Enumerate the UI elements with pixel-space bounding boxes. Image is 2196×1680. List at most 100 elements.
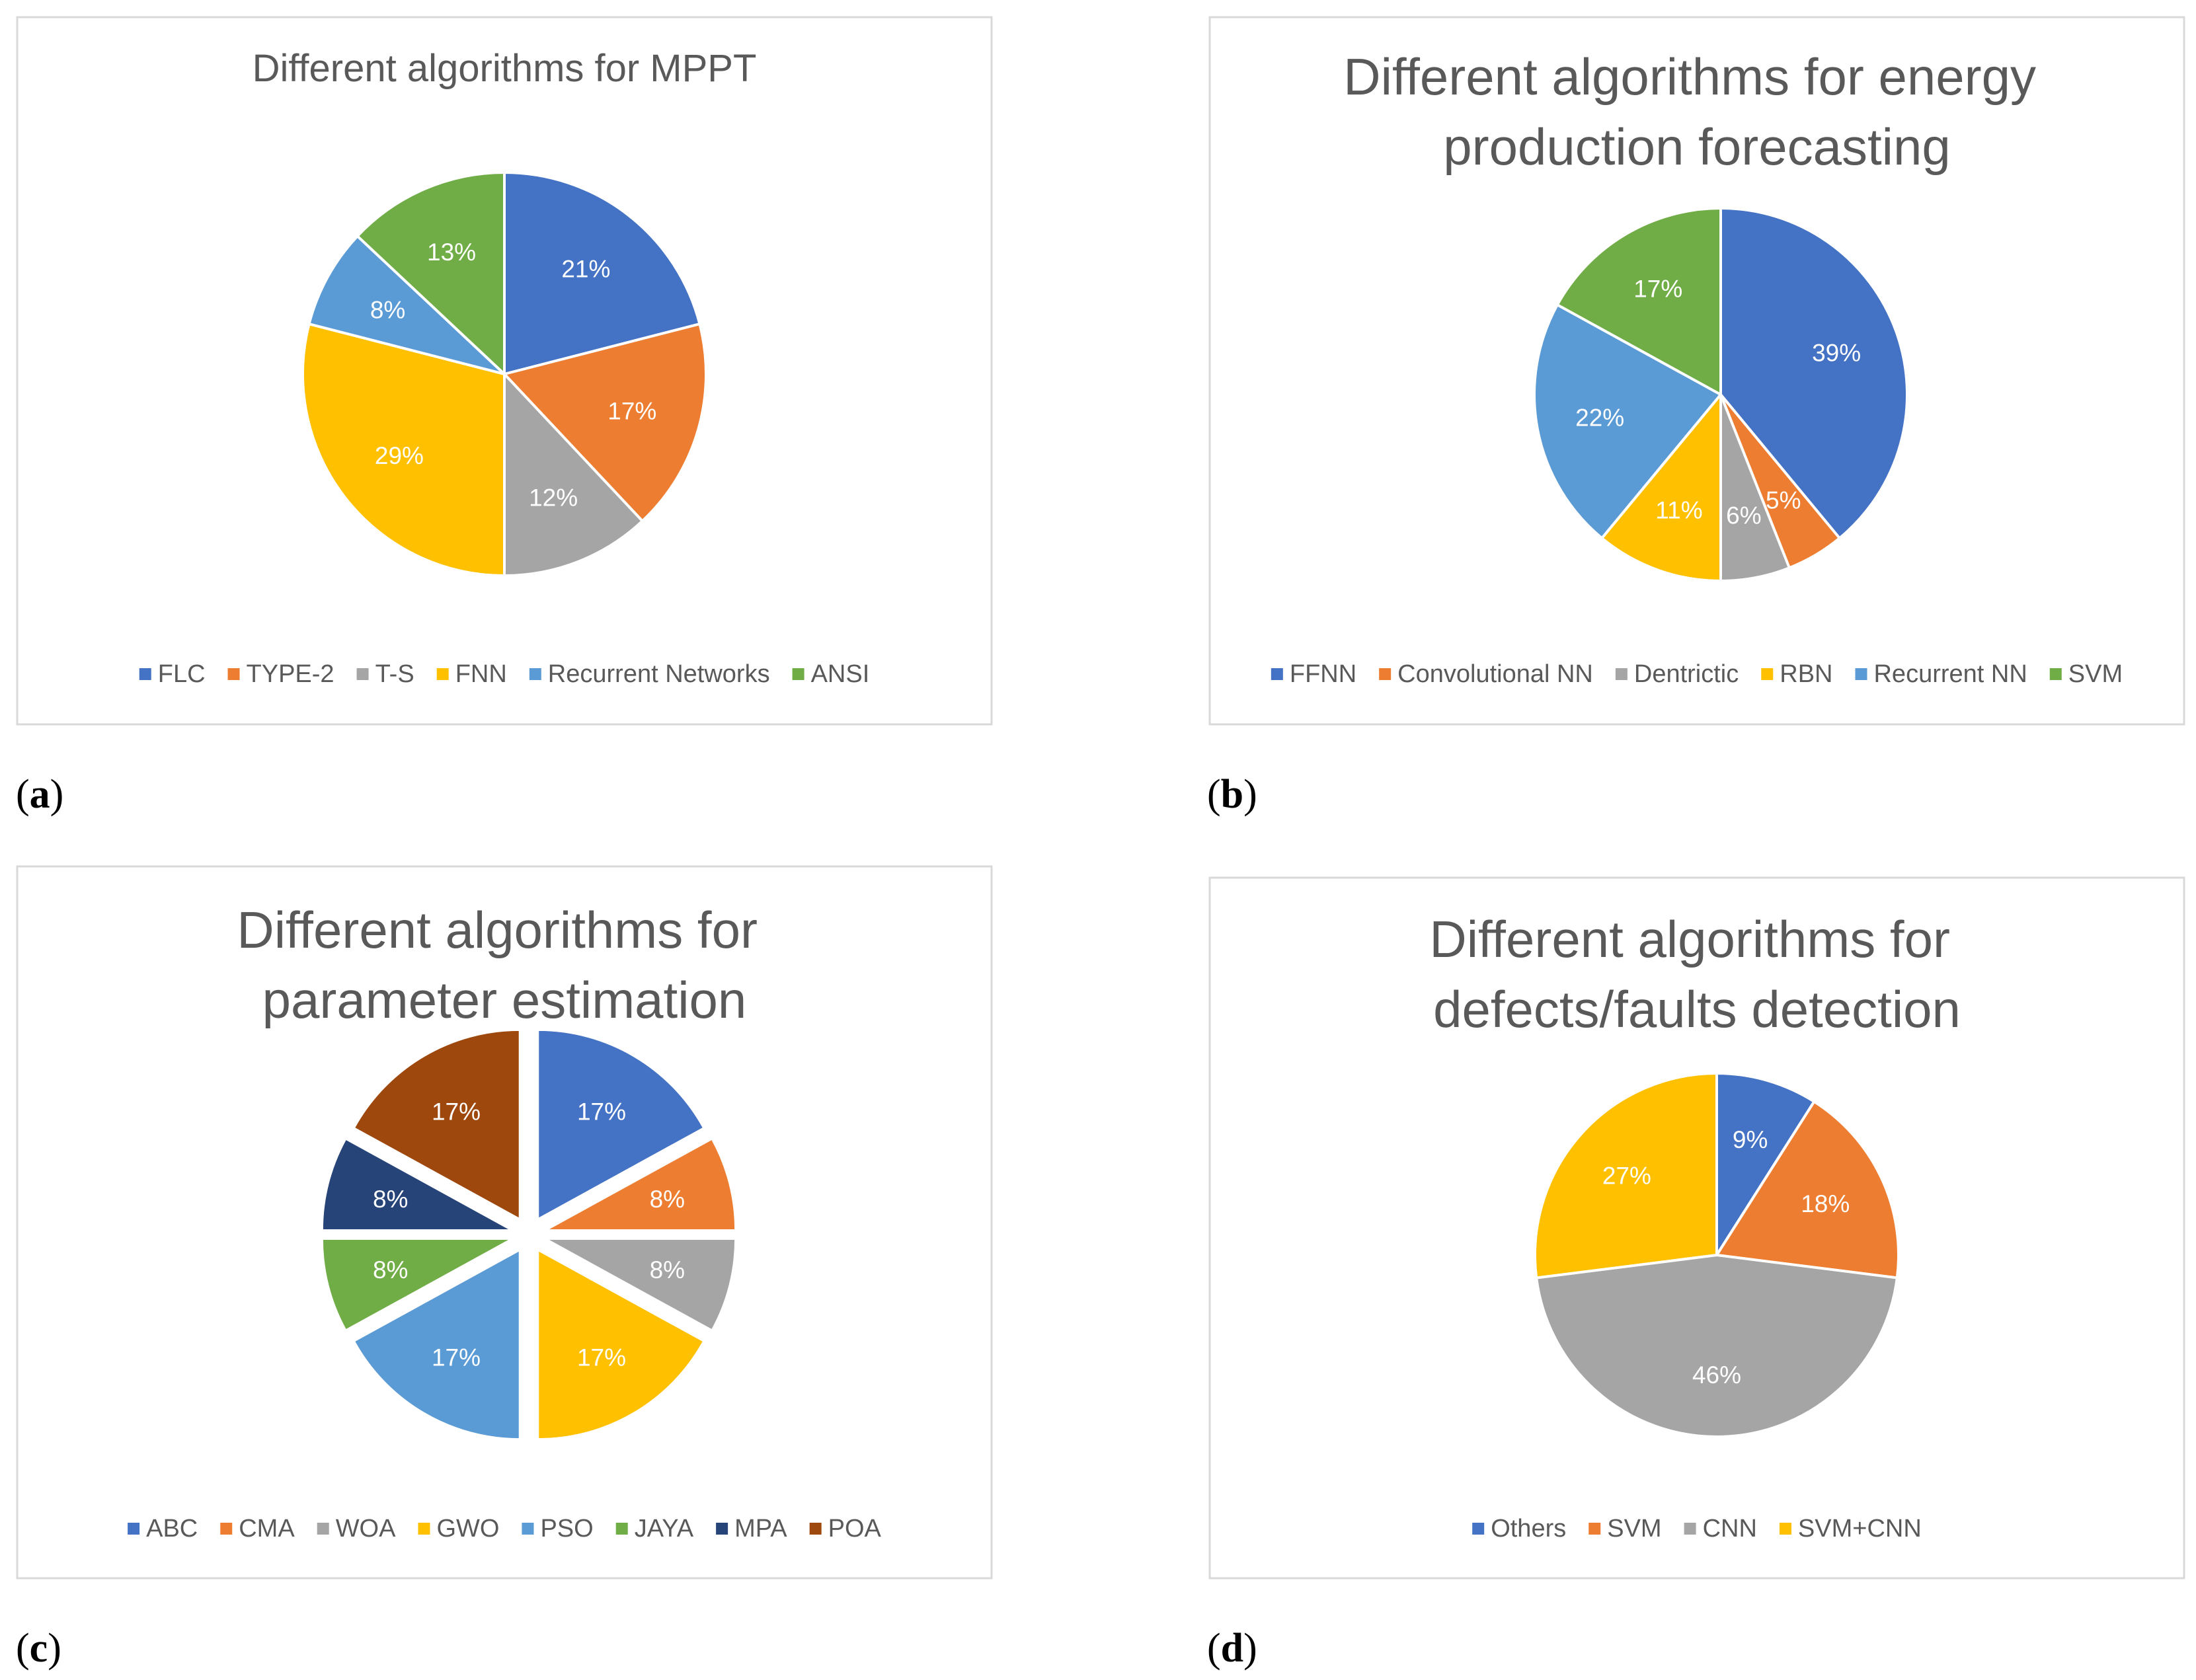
panel-tag-a: (a) [16,772,63,817]
legend-label: Recurrent NN [1873,660,2027,688]
panel-tag-d: (d) [1207,1626,1257,1671]
legend-item-d-svm: SVM [1588,1515,1662,1543]
legend-d: Others SVM CNN SVM+CNN [1472,1515,1922,1543]
legend-item-d-svm-cnn: SVM+CNN [1779,1515,1922,1543]
legend-item-a-flc: FLC [139,660,206,688]
chart-title-b-line-2: production forecasting [1443,118,1950,176]
pie-slice-a-flc [503,171,701,375]
legend-swatch [139,668,151,680]
legend-swatch [1379,668,1392,680]
legend-label: ANSI [811,660,870,688]
pie-slice-c-cma [546,1138,736,1231]
pie-slice-d-cnn [1535,1254,1899,1438]
data-label-c-jaya: 8% [373,1256,408,1283]
legend-swatch [220,1523,233,1535]
data-label-c-mpa: 8% [373,1186,408,1213]
pie-slice-b-rbn [1600,393,1722,582]
legend-swatch [436,668,449,680]
data-label-a-type-2: 17% [608,398,656,425]
pie-slice-b-recurrent-nn [1533,303,1722,540]
legend-item-d-others: Others [1472,1515,1566,1543]
legend-item-c-cma: CMA [220,1515,295,1543]
data-label-d-cnn: 46% [1692,1361,1741,1389]
pie-slice-c-abc [537,1029,704,1219]
legend-swatch [1684,1523,1696,1535]
data-label-d-others: 9% [1733,1126,1768,1153]
data-label-a-flc: 21% [561,255,610,282]
legend-item-c-poa: POA [809,1515,882,1543]
legend-swatch [809,1523,822,1535]
legend-item-d-cnn: CNN [1684,1515,1757,1543]
data-label-a-recurrent-networks: 8% [370,297,405,324]
legend-item-a-t-s: T-S [356,660,414,688]
legend-swatch [1472,1523,1485,1535]
legend-item-b-ffnn: FFNN [1271,660,1356,688]
pie-slice-a-ansi [356,171,506,375]
legend-a: FLC TYPE-2 T-S FNN Recurrent Networks ANSI [139,660,870,688]
data-label-c-pso: 17% [432,1344,481,1371]
legend-label: Recurrent Networks [548,660,770,688]
legend-swatch [529,668,541,680]
legend-swatch [2049,668,2062,680]
data-label-b-rbn: 11% [1655,497,1702,524]
legend-item-a-ansi: ANSI [792,660,870,688]
legend-item-c-woa: WOA [317,1515,396,1543]
legend-label: SVM [1607,1515,1661,1543]
legend-swatch [128,1523,140,1535]
legend-label: CNN [1703,1515,1757,1543]
data-label-a-t-s: 12% [529,484,578,512]
legend-swatch [792,668,804,680]
pie-slice-c-mpa [321,1138,512,1231]
legend-label: PSO [540,1515,593,1543]
legend-item-b-convolutional-nn: Convolutional NN [1379,660,1593,688]
chart-title-b-line-1: Different algorithms for energy [1343,48,2036,106]
pie-slice-c-gwo [537,1250,704,1440]
chart-title-b: Different algorithms for energy producti… [1343,48,2050,176]
panel-tag-c: (c) [16,1626,61,1671]
legend-label: ABC [146,1515,198,1543]
legend-b: FFNN Convolutional NN Dentrictic RBN Recurre… [1271,660,2123,688]
legend-swatch [522,1523,534,1535]
legend-label: CMA [239,1515,295,1543]
legend-label: Others [1491,1515,1566,1543]
pie-slices-a: 21% 17% 12% 29% 8% 13% [301,171,707,577]
legend-item-c-abc: ABC [128,1515,198,1543]
data-label-a-ansi: 13% [427,239,476,266]
panel-c: Different algorithms for parameter estim… [16,865,993,1671]
legend-swatch [356,668,369,680]
data-label-b-svm: 17% [1633,275,1682,302]
data-label-c-abc: 17% [577,1098,626,1125]
panel-letter-d: d [1221,1626,1243,1671]
chart-title-d: Different algorithms for defects/faults … [1429,910,1964,1038]
legend-label: TYPE-2 [247,660,334,688]
data-label-c-gwo: 17% [577,1344,626,1371]
data-label-d-svm-cnn: 27% [1602,1162,1651,1189]
legend-swatch [1761,668,1774,680]
pie-slices-c: 17% 8% 8% 17% 17% 8% 8% 17% [321,1029,736,1440]
pie-slices-d: 9% 18% 46% 27% [1534,1072,1900,1438]
chart-title-c-line-2: parameter estimation [262,971,747,1029]
panel-b: Different algorithms for energy producti… [1207,16,2185,817]
data-label-c-cma: 8% [650,1186,685,1213]
legend-item-a-type-2: TYPE-2 [227,660,334,688]
legend-item-b-svm: SVM [2049,660,2123,688]
legend-label: GWO [436,1515,499,1543]
legend-label: JAYA [635,1515,694,1543]
chart-title-a: Different algorithms for MPPT [253,47,757,90]
pie-slice-c-pso [353,1250,520,1440]
legend-swatch [227,668,240,680]
data-label-b-convolutional-nn: 5% [1766,487,1801,514]
panel-letter-c: c [30,1626,48,1671]
chart-title-c: Different algorithms for parameter estim… [237,901,771,1029]
pie-slice-d-svm-cnn [1534,1072,1718,1279]
chart-title-d-line-2: defects/faults detection [1433,980,1961,1038]
data-label-c-poa: 17% [432,1098,481,1125]
pie-slice-b-svm [1555,207,1722,396]
legend-label: MPA [734,1515,787,1543]
legend-label: POA [828,1515,882,1543]
legend-swatch [1588,1523,1601,1535]
legend-item-a-fnn: FNN [436,660,507,688]
panel-letter-a: a [30,772,50,817]
legend-item-c-gwo: GWO [418,1515,499,1543]
